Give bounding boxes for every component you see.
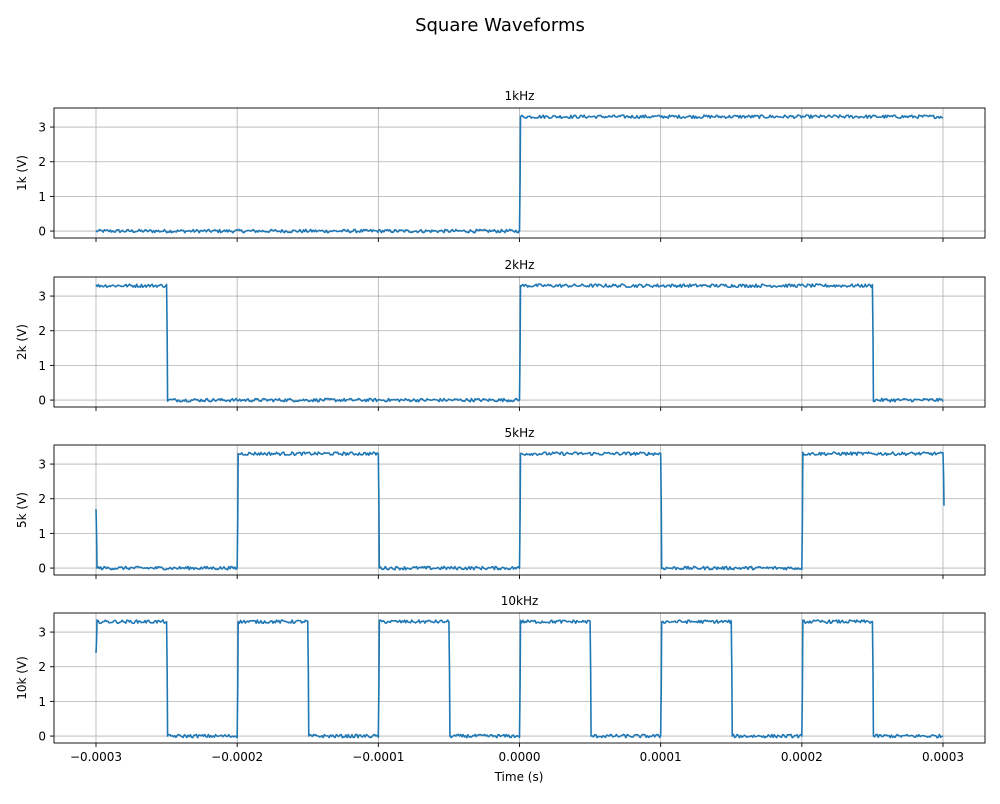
y-tick-label: 3 [38,290,46,304]
subplot-title: 2kHz [505,258,535,272]
y-axis-label: 2k (V) [15,324,29,360]
subplot-1kHz: 0 1 2 3 1kHz 1k (V) [15,89,986,242]
x-tick-label: −0.0003 [70,750,122,764]
y-tick-label: 0 [38,562,46,576]
y-tick-label: 2 [38,324,46,338]
waveform-line-2kHz [95,283,944,403]
subplot-5kHz: 0 1 2 3 5kHz 5k (V) [15,426,986,579]
y-tick-label: 1 [38,527,46,541]
x-tick-label: 0.0002 [781,750,823,764]
x-tick-label: 0.0001 [640,750,682,764]
y-tick-label: 0 [38,225,46,239]
y-tick-label: 2 [38,660,46,674]
y-axis-label: 10k (V) [15,656,29,700]
y-axis-label: 1k (V) [15,155,29,191]
y-axis-label: 5k (V) [15,492,29,528]
y-tick-label: 1 [38,359,46,373]
figure-title: Square Waveforms [415,15,585,36]
y-tick-label: 3 [38,121,46,135]
y-tick-label: 2 [38,155,46,169]
subplot-10kHz: 0 1 2 3 −0.0003 −0.0002 −0.0001 0.0000 0.0001 0.0… [15,594,986,764]
x-tick-label: −0.0002 [211,750,263,764]
x-axis-label: Time (s) [494,770,544,784]
x-tick-label: 0.0000 [499,750,541,764]
waveform-line-5kHz [95,451,945,571]
y-tick-label: 1 [38,695,46,709]
subplot-title: 5kHz [505,426,535,440]
y-tick-label: 0 [38,394,46,408]
x-tick-label: 0.0003 [922,750,964,764]
y-tick-label: 3 [38,458,46,472]
subplot-title: 10kHz [501,594,539,608]
y-tick-label: 1 [38,190,46,204]
y-tick-label: 3 [38,626,46,640]
y-tick-label: 0 [38,730,46,744]
waveform-line-1kHz [95,114,944,234]
subplot-2kHz: 0 1 2 3 2kHz 2k (V) [15,258,986,411]
waveform-line-10kHz [95,619,944,739]
y-tick-label: 2 [38,492,46,506]
x-tick-label: −0.0001 [352,750,404,764]
subplot-title: 1kHz [505,89,535,103]
